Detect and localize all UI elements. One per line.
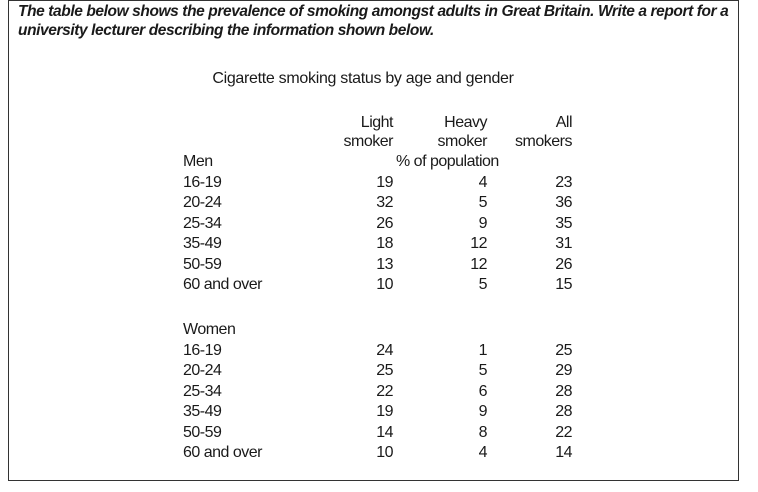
heavy-smoker-value: 6 (478, 382, 488, 400)
row-label: 20-24 (183, 362, 222, 379)
row-label: 60 and over (183, 276, 263, 293)
all-smokers-value: 36 (555, 194, 572, 211)
light-smoker-value: 10 (376, 276, 393, 293)
light-smoker-value: 32 (376, 194, 393, 211)
row-label: 50-59 (183, 255, 222, 273)
all-smokers-value: 28 (555, 403, 572, 420)
col-header-all-1: All (555, 114, 573, 131)
row-label: 50-59 (183, 423, 222, 441)
light-smoker-value: 19 (376, 173, 393, 191)
heavy-smoker-value: 8 (478, 423, 488, 441)
light-smoker-value: 22 (376, 382, 393, 400)
all-smokers-value: 25 (555, 341, 572, 359)
heavy-smoker-value: 5 (478, 362, 488, 379)
all-smokers-value: 35 (555, 214, 572, 232)
heavy-smoker-value: 5 (478, 276, 488, 293)
group-heading: Men (183, 153, 213, 170)
heavy-smoker-value: 1 (478, 341, 488, 359)
document-frame (8, 0, 739, 481)
row-label: 35-49 (183, 235, 222, 252)
all-smokers-value: 14 (555, 444, 572, 461)
table-title: Cigarette smoking status by age and gend… (0, 70, 758, 88)
row-label: 25-34 (183, 382, 222, 400)
light-smoker-value: 25 (376, 362, 393, 379)
all-smokers-value: 22 (555, 423, 572, 441)
all-smokers-value: 28 (555, 382, 572, 400)
group-heading: Women (183, 321, 236, 338)
row-label: 60 and over (183, 444, 263, 461)
row-label: 16-19 (183, 173, 222, 191)
all-smokers-value: 23 (555, 173, 572, 191)
all-smokers-value: 26 (555, 255, 572, 273)
col-header-light-2: smoker (343, 133, 394, 150)
col-header-light-1: Light (360, 114, 394, 131)
col-header-heavy-2: smoker (437, 133, 488, 150)
light-smoker-value: 13 (376, 255, 393, 273)
col-header-heavy-1: Heavy (444, 114, 487, 131)
all-smokers-value: 31 (555, 235, 572, 252)
col-header-all-2: smokers (515, 133, 572, 150)
row-label: 35-49 (183, 403, 222, 420)
light-smoker-value: 18 (376, 235, 393, 252)
heavy-smoker-value: 12 (470, 235, 487, 252)
unit-label: % of population (396, 153, 499, 170)
all-smokers-value: 15 (555, 276, 572, 293)
heavy-smoker-value: 4 (478, 173, 488, 191)
row-label: 25-34 (183, 214, 222, 232)
light-smoker-value: 14 (376, 423, 393, 441)
light-smoker-value: 26 (376, 214, 393, 232)
all-smokers-value: 29 (555, 362, 572, 379)
light-smoker-value: 19 (376, 403, 393, 420)
task-prompt: The table below shows the prevalence of … (18, 3, 729, 39)
row-label: 16-19 (183, 341, 222, 359)
heavy-smoker-value: 5 (478, 194, 488, 211)
light-smoker-value: 24 (376, 341, 393, 359)
heavy-smoker-value: 9 (478, 403, 488, 420)
table-title-text: Cigarette smoking status by age and gend… (212, 70, 514, 87)
light-smoker-value: 10 (376, 444, 393, 461)
heavy-smoker-value: 4 (478, 444, 488, 461)
heavy-smoker-value: 12 (470, 255, 487, 273)
heavy-smoker-value: 9 (478, 214, 488, 232)
row-label: 20-24 (183, 194, 222, 211)
